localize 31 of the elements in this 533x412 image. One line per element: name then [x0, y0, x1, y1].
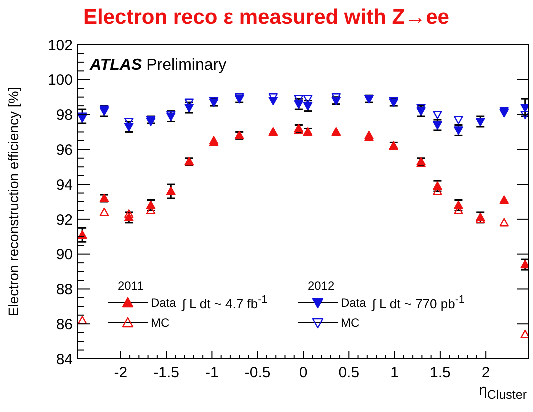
x-tick-label: 0.5 [338, 364, 360, 382]
y-tick-label: 102 [48, 37, 73, 54]
annotation: ∫ L dt ~ 770 pb$^{-1}$ [372, 294, 465, 312]
x-tick-label: 1.5 [430, 364, 451, 382]
y-axis-title: Electron reconstruction efficiency [%] [6, 87, 22, 317]
annotation: 2011 [118, 279, 144, 293]
x-tick-label: 1 [390, 364, 399, 382]
x-axis-title: η$_{Cluster}$ [479, 382, 527, 402]
y-tick-label: 86 [56, 316, 73, 334]
x-tick-label: -2 [114, 364, 128, 382]
annotation: ∫ L dt ~ 4.7 fb$^{-1}$ [182, 294, 268, 312]
y-tick-label: 90 [56, 246, 73, 264]
y-tick-label: 92 [56, 212, 73, 229]
x-tick-label: 2 [482, 364, 490, 382]
legend-label: Data [151, 296, 176, 310]
x-tick-label: -0.5 [244, 364, 271, 382]
y-tick-label: 88 [56, 282, 73, 299]
y-tick-label: 98 [56, 107, 73, 124]
y-tick-label: 94 [56, 176, 73, 194]
annotation: ATLAS Preliminary [90, 57, 227, 75]
y-tick-label: 96 [56, 142, 73, 159]
x-tick-label: -1 [206, 364, 219, 382]
x-tick-label: 0 [299, 364, 308, 382]
legend-label: Data [341, 296, 366, 310]
y-tick-label: 84 [56, 351, 73, 368]
annotation: 2012 [308, 279, 335, 293]
y-tick-label: 100 [48, 72, 73, 90]
legend-label: MC [341, 316, 360, 330]
x-tick-label: -1.5 [154, 364, 180, 382]
legend-label: MC [151, 316, 170, 330]
chart-title: Electron reco ε measured with Z→ee [82, 6, 450, 30]
